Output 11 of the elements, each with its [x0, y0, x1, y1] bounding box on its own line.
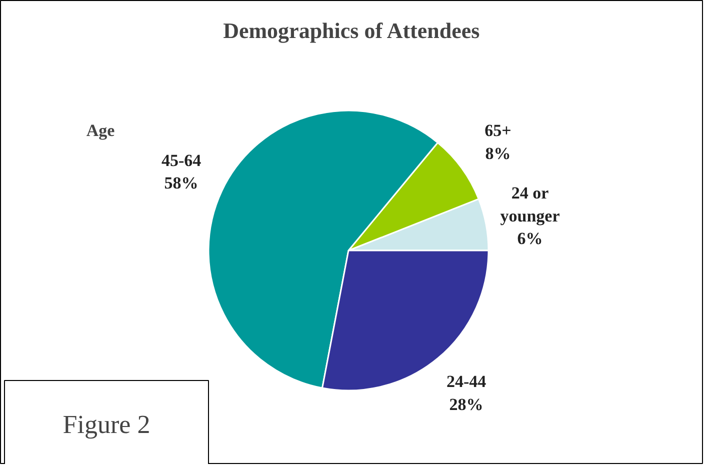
slice-label: 24-44: [446, 372, 487, 391]
slice-label: 45-64: [161, 150, 202, 170]
caption: Figure 2: [62, 410, 150, 439]
slice-label: 65+: [484, 120, 512, 140]
text: Age: [86, 121, 116, 140]
chart-title: Demographics of Attendees: [223, 18, 480, 43]
data-label: 8%: [485, 144, 511, 163]
slice-label: 24 or younger: [500, 184, 560, 226]
data-label: 28%: [449, 394, 484, 414]
data-label: 58%: [164, 174, 198, 193]
data-label: 6%: [517, 229, 543, 248]
